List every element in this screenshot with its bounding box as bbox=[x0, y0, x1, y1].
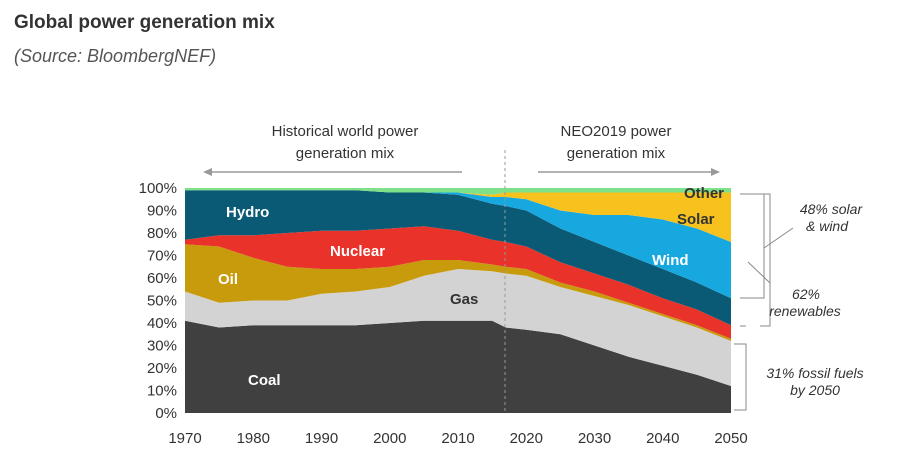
x-tick-label: 1990 bbox=[305, 430, 338, 447]
solar-wind-pointer bbox=[763, 227, 794, 249]
neo-label-line1: NEO2019 power bbox=[561, 123, 672, 140]
area-hydro bbox=[185, 190, 731, 326]
y-tick-label: 10% bbox=[147, 383, 177, 400]
area-solar bbox=[185, 190, 731, 242]
y-tick-label: 20% bbox=[147, 360, 177, 377]
fossil-note-line2: by 2050 bbox=[790, 382, 840, 398]
label-oil: Oil bbox=[218, 271, 238, 288]
x-tick-label: 1980 bbox=[237, 430, 270, 447]
y-tick-label: 80% bbox=[147, 225, 177, 242]
solar-wind-note-line1: 48% solar bbox=[800, 201, 864, 217]
y-tick-label: 100% bbox=[139, 180, 177, 197]
area-nuclear bbox=[185, 226, 731, 339]
label-wind: Wind bbox=[652, 252, 689, 269]
x-tick-label: 2050 bbox=[714, 430, 747, 447]
area-oil bbox=[185, 244, 731, 341]
x-tick-label: 2000 bbox=[373, 430, 406, 447]
y-tick-label: 50% bbox=[147, 293, 177, 310]
x-axis-ticks: 1970 1980 1990 2000 2010 2020 2030 2040 2050 bbox=[168, 430, 747, 447]
x-tick-label: 2030 bbox=[578, 430, 611, 447]
historical-label-line2: generation mix bbox=[296, 145, 395, 162]
stacked-areas bbox=[185, 188, 731, 413]
y-axis-ticks: 0% 10% 20% 30% 40% 50% 60% 70% 80% 90% 100% bbox=[139, 180, 177, 422]
area-wind bbox=[185, 190, 731, 299]
y-tick-label: 40% bbox=[147, 315, 177, 332]
area-other bbox=[185, 188, 731, 195]
fossil-note-line1: 31% fossil fuels bbox=[766, 365, 863, 381]
solar-wind-note-line2: & wind bbox=[806, 218, 849, 234]
fossil-bracket bbox=[734, 343, 747, 411]
x-tick-label: 1970 bbox=[168, 430, 201, 447]
solar-wind-bracket bbox=[740, 193, 765, 299]
y-tick-label: 30% bbox=[147, 338, 177, 355]
label-nuclear: Nuclear bbox=[330, 243, 385, 260]
y-tick-label: 90% bbox=[147, 203, 177, 220]
historical-arrow bbox=[203, 168, 462, 176]
x-tick-label: 2010 bbox=[441, 430, 474, 447]
x-tick-label: 2040 bbox=[646, 430, 679, 447]
renewables-bracket bbox=[740, 193, 771, 327]
y-tick-label: 0% bbox=[155, 405, 177, 422]
y-tick-label: 60% bbox=[147, 270, 177, 287]
renewables-pointer bbox=[747, 261, 771, 284]
label-gas: Gas bbox=[450, 291, 478, 308]
neo-arrow bbox=[538, 168, 720, 176]
label-solar: Solar bbox=[677, 211, 715, 228]
renewables-note-line2: renewables bbox=[769, 303, 841, 319]
neo-label-line2: generation mix bbox=[567, 145, 666, 162]
area-gas bbox=[185, 269, 731, 386]
label-hydro: Hydro bbox=[226, 204, 269, 221]
label-other: Other bbox=[684, 185, 724, 202]
chart-title: Global power generation mix bbox=[14, 12, 275, 33]
y-tick-label: 70% bbox=[147, 248, 177, 265]
x-tick-label: 2020 bbox=[510, 430, 543, 447]
historical-label-line1: Historical world power bbox=[272, 123, 419, 140]
chart-subtitle: (Source: BloombergNEF) bbox=[14, 46, 217, 66]
area-coal bbox=[185, 320, 731, 413]
renewables-note-line1: 62% bbox=[792, 286, 820, 302]
label-coal: Coal bbox=[248, 372, 281, 389]
